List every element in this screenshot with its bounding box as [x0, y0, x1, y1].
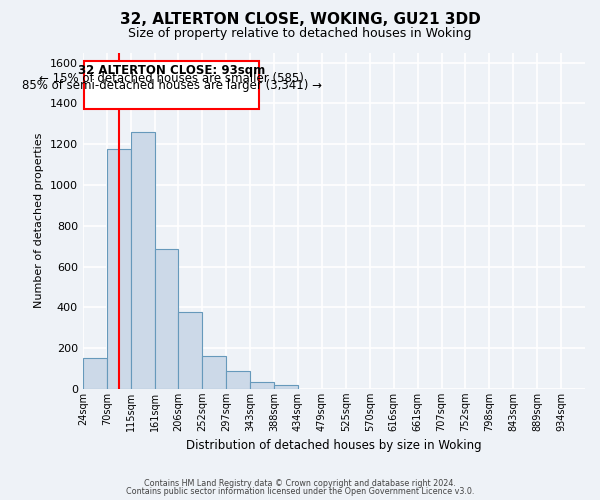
Text: Size of property relative to detached houses in Woking: Size of property relative to detached ho… [128, 28, 472, 40]
Text: ← 15% of detached houses are smaller (585): ← 15% of detached houses are smaller (58… [39, 72, 304, 85]
Bar [274, 385, 298, 389]
Text: Contains HM Land Registry data © Crown copyright and database right 2024.: Contains HM Land Registry data © Crown c… [144, 478, 456, 488]
Bar [131, 132, 155, 389]
Bar [178, 312, 202, 389]
Text: 32 ALTERTON CLOSE: 93sqm: 32 ALTERTON CLOSE: 93sqm [78, 64, 265, 78]
Text: Contains public sector information licensed under the Open Government Licence v3: Contains public sector information licen… [126, 487, 474, 496]
Bar [202, 356, 226, 389]
Bar [83, 358, 107, 389]
Bar [155, 249, 178, 389]
Bar [226, 370, 250, 389]
X-axis label: Distribution of detached houses by size in Woking: Distribution of detached houses by size … [186, 440, 482, 452]
FancyBboxPatch shape [84, 60, 259, 108]
Text: 85% of semi-detached houses are larger (3,341) →: 85% of semi-detached houses are larger (… [22, 78, 322, 92]
Text: 32, ALTERTON CLOSE, WOKING, GU21 3DD: 32, ALTERTON CLOSE, WOKING, GU21 3DD [119, 12, 481, 28]
Bar [250, 382, 274, 389]
Y-axis label: Number of detached properties: Number of detached properties [34, 133, 44, 308]
Bar [107, 150, 131, 389]
